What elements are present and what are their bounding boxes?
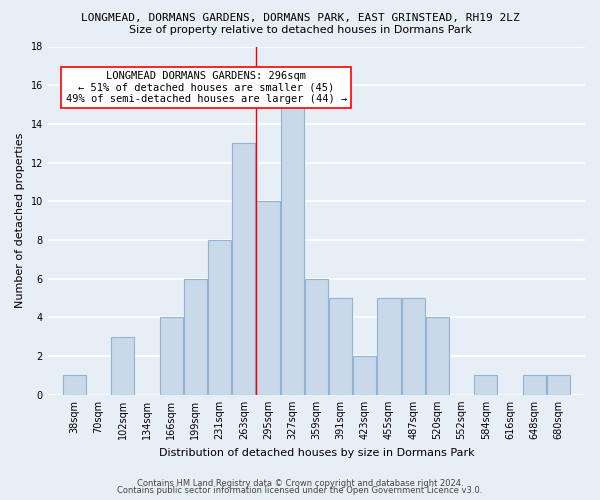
Y-axis label: Number of detached properties: Number of detached properties bbox=[15, 133, 25, 308]
X-axis label: Distribution of detached houses by size in Dormans Park: Distribution of detached houses by size … bbox=[158, 448, 474, 458]
Bar bbox=[63, 376, 86, 395]
Bar bbox=[281, 104, 304, 395]
Bar bbox=[377, 298, 401, 395]
Bar bbox=[401, 298, 425, 395]
Text: LONGMEAD, DORMANS GARDENS, DORMANS PARK, EAST GRINSTEAD, RH19 2LZ: LONGMEAD, DORMANS GARDENS, DORMANS PARK,… bbox=[80, 12, 520, 22]
Text: LONGMEAD DORMANS GARDENS: 296sqm
← 51% of detached houses are smaller (45)
49% o: LONGMEAD DORMANS GARDENS: 296sqm ← 51% o… bbox=[65, 71, 347, 104]
Bar bbox=[547, 376, 570, 395]
Text: Contains public sector information licensed under the Open Government Licence v3: Contains public sector information licen… bbox=[118, 486, 482, 495]
Bar bbox=[353, 356, 376, 395]
Bar bbox=[329, 298, 352, 395]
Text: Contains HM Land Registry data © Crown copyright and database right 2024.: Contains HM Land Registry data © Crown c… bbox=[137, 478, 463, 488]
Bar bbox=[305, 278, 328, 395]
Bar bbox=[111, 337, 134, 395]
Text: Size of property relative to detached houses in Dormans Park: Size of property relative to detached ho… bbox=[128, 25, 472, 35]
Bar bbox=[184, 278, 207, 395]
Bar bbox=[256, 202, 280, 395]
Bar bbox=[523, 376, 546, 395]
Bar bbox=[474, 376, 497, 395]
Bar bbox=[426, 318, 449, 395]
Bar bbox=[160, 318, 183, 395]
Bar bbox=[208, 240, 231, 395]
Bar bbox=[232, 144, 256, 395]
